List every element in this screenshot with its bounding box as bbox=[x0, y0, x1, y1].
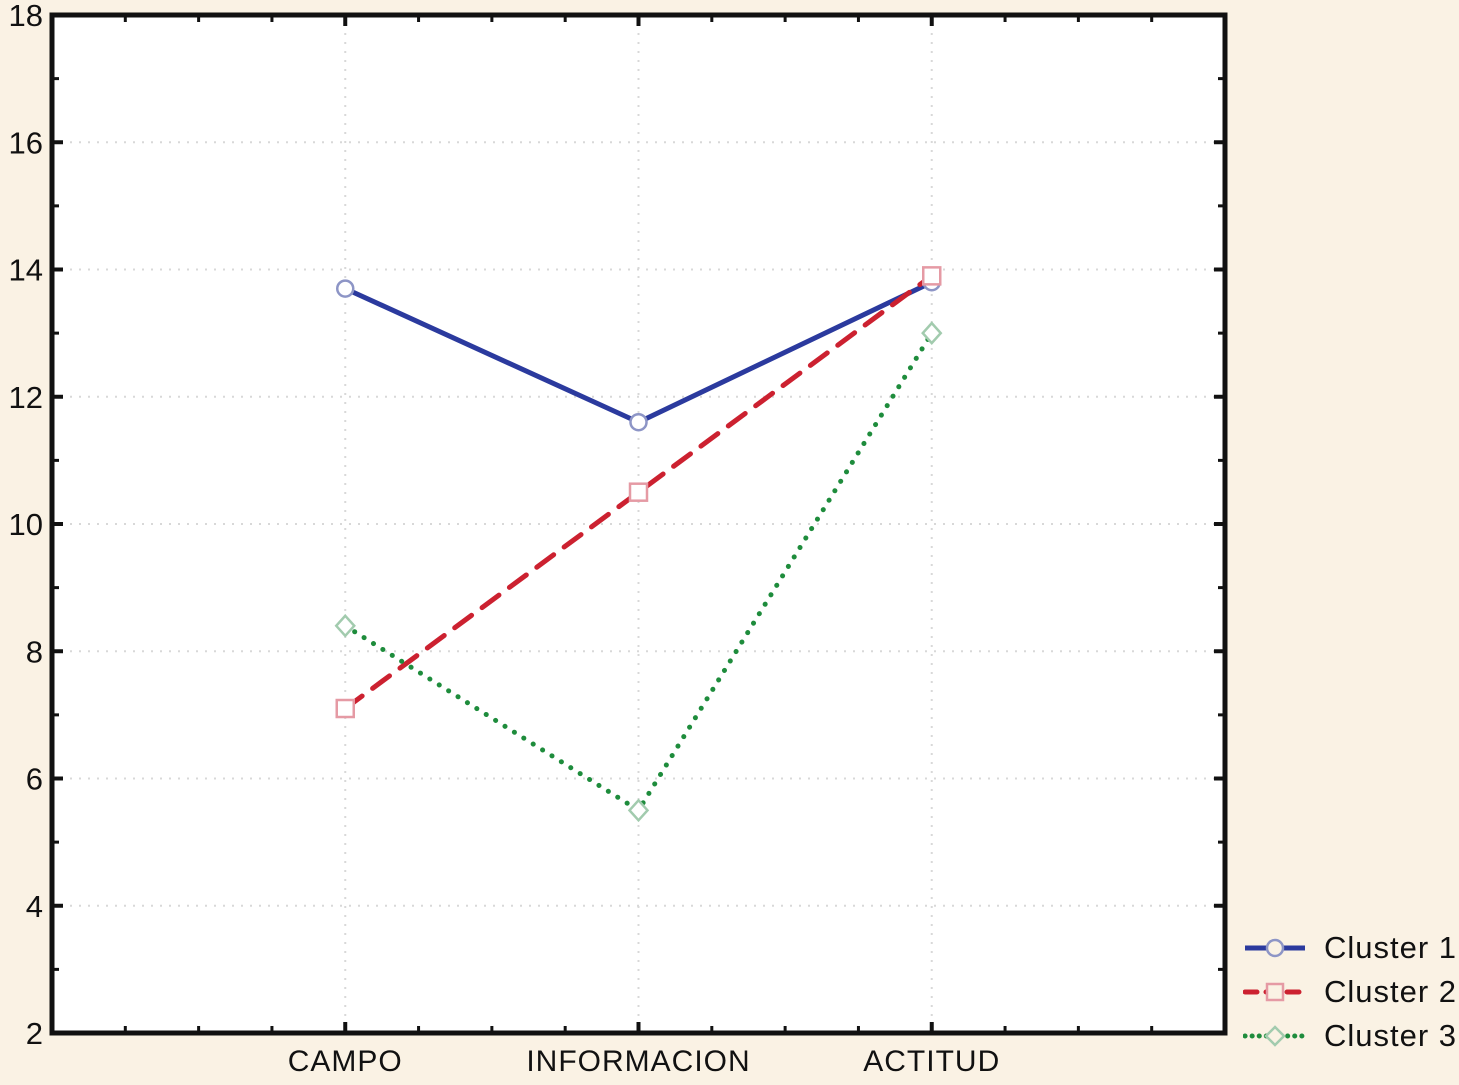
x-category-label: CAMPO bbox=[288, 1045, 403, 1078]
legend-sample-circle-icon bbox=[1245, 938, 1305, 958]
data-point-marker bbox=[921, 321, 943, 345]
legend-label: Cluster 2 bbox=[1324, 974, 1458, 1009]
legend-item-cluster-1: Cluster 1 bbox=[1243, 926, 1457, 970]
legend-item-cluster-3: Cluster 3 bbox=[1243, 1014, 1457, 1058]
x-category-label: INFORMACION bbox=[526, 1045, 750, 1078]
y-tick-label: 14 bbox=[9, 253, 43, 288]
data-point-marker bbox=[335, 698, 355, 719]
x-category-label: ACTITUD bbox=[863, 1045, 1000, 1078]
data-point-marker bbox=[334, 613, 356, 638]
legend-sample-square-icon bbox=[1243, 982, 1307, 1002]
y-tick-label: 10 bbox=[9, 507, 43, 542]
series-line-cluster-2 bbox=[342, 273, 935, 712]
y-tick-label: 8 bbox=[26, 634, 43, 669]
y-tick-label: 2 bbox=[26, 1016, 43, 1051]
data-point-marker bbox=[629, 412, 648, 432]
plot-frame bbox=[49, 12, 1228, 1036]
y-tick-label: 16 bbox=[9, 125, 43, 160]
y-tick-label: 12 bbox=[9, 380, 43, 415]
y-tick-label: 6 bbox=[26, 762, 43, 797]
data-point-marker bbox=[336, 279, 355, 298]
legend-sample-diamond-icon bbox=[1243, 1025, 1307, 1047]
legend-label: Cluster 1 bbox=[1324, 930, 1458, 965]
legend-item-cluster-2: Cluster 2 bbox=[1243, 970, 1457, 1014]
y-tick-label: 18 bbox=[9, 0, 43, 33]
y-tick-label: 4 bbox=[26, 889, 43, 924]
data-point-marker bbox=[628, 482, 649, 502]
legend-label: Cluster 3 bbox=[1324, 1018, 1458, 1053]
data-point-marker bbox=[922, 266, 942, 286]
legend: Cluster 1 Cluster 2 Cluster 3 bbox=[1243, 926, 1457, 1058]
data-point-marker bbox=[627, 798, 650, 823]
